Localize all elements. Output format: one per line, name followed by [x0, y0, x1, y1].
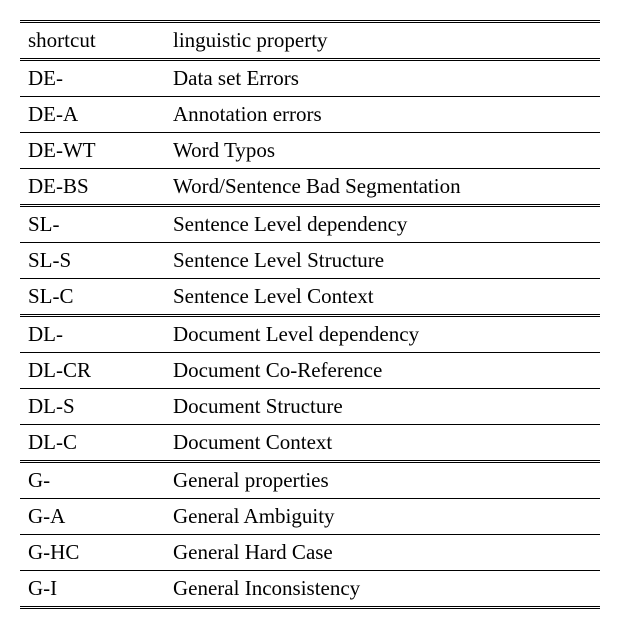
cell-shortcut: DL-CR: [20, 353, 165, 389]
cell-property: General properties: [165, 462, 600, 499]
table-header-row: shortcut linguistic property: [20, 22, 600, 60]
cell-shortcut: SL-: [20, 206, 165, 243]
cell-property: Sentence Level dependency: [165, 206, 600, 243]
cell-property: Document Co-Reference: [165, 353, 600, 389]
table-row: DE-BS Word/Sentence Bad Segmentation: [20, 169, 600, 206]
table-row: SL-S Sentence Level Structure: [20, 243, 600, 279]
cell-property: General Inconsistency: [165, 571, 600, 608]
table-row: SL- Sentence Level dependency: [20, 206, 600, 243]
table-row: G- General properties: [20, 462, 600, 499]
header-shortcut: shortcut: [20, 22, 165, 60]
table-row: G-I General Inconsistency: [20, 571, 600, 608]
table-row: DL- Document Level dependency: [20, 316, 600, 353]
cell-property: Annotation errors: [165, 97, 600, 133]
cell-shortcut: G-A: [20, 499, 165, 535]
table-row: SL-C Sentence Level Context: [20, 279, 600, 316]
cell-property: General Ambiguity: [165, 499, 600, 535]
cell-property: Data set Errors: [165, 60, 600, 97]
cell-property: Document Level dependency: [165, 316, 600, 353]
cell-shortcut: DE-A: [20, 97, 165, 133]
cell-property: Document Context: [165, 425, 600, 462]
cell-shortcut: G-I: [20, 571, 165, 608]
cell-shortcut: G-HC: [20, 535, 165, 571]
table-row: DE-A Annotation errors: [20, 97, 600, 133]
cell-shortcut: DE-: [20, 60, 165, 97]
table-row: DL-S Document Structure: [20, 389, 600, 425]
table-row: DL-C Document Context: [20, 425, 600, 462]
cell-shortcut: G-: [20, 462, 165, 499]
cell-shortcut: DL-C: [20, 425, 165, 462]
table-row: DE- Data set Errors: [20, 60, 600, 97]
cell-shortcut: DL-S: [20, 389, 165, 425]
cell-shortcut: DE-BS: [20, 169, 165, 206]
cell-property: General Hard Case: [165, 535, 600, 571]
cell-property: Word Typos: [165, 133, 600, 169]
cell-property: Sentence Level Structure: [165, 243, 600, 279]
cell-property: Word/Sentence Bad Segmentation: [165, 169, 600, 206]
cell-shortcut: SL-C: [20, 279, 165, 316]
table-row: DL-CR Document Co-Reference: [20, 353, 600, 389]
cell-shortcut: DE-WT: [20, 133, 165, 169]
cell-shortcut: SL-S: [20, 243, 165, 279]
table-row: G-HC General Hard Case: [20, 535, 600, 571]
cell-property: Document Structure: [165, 389, 600, 425]
cell-shortcut: DL-: [20, 316, 165, 353]
linguistic-properties-table: shortcut linguistic property DE- Data se…: [20, 20, 600, 609]
header-property: linguistic property: [165, 22, 600, 60]
table-row: G-A General Ambiguity: [20, 499, 600, 535]
cell-property: Sentence Level Context: [165, 279, 600, 316]
table-row: DE-WT Word Typos: [20, 133, 600, 169]
